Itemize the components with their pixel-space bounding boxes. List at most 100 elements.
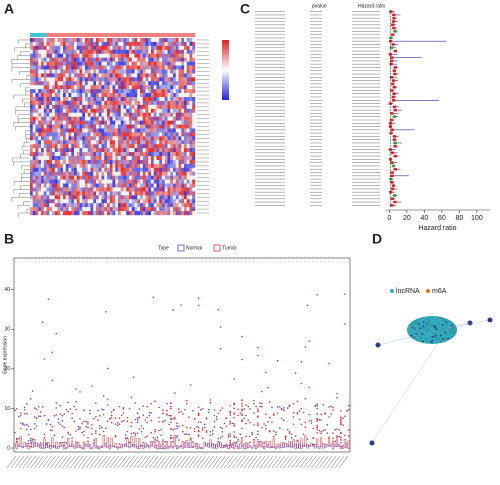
node [449, 321, 452, 324]
heatmap-cell [85, 65, 88, 70]
heatmap-cell [186, 124, 190, 129]
box [102, 435, 105, 447]
heatmap-cell [96, 136, 99, 141]
heatmap-cell [167, 175, 171, 180]
heatmap-cell [63, 124, 66, 129]
outlier [174, 416, 176, 419]
heatmap-cell [41, 211, 44, 216]
outlier [326, 423, 329, 426]
heatmap-cell [107, 45, 110, 50]
heatmap-cell [54, 175, 58, 180]
heatmap-cell [41, 38, 44, 43]
outlier [59, 442, 62, 444]
heatmap-cell [30, 148, 33, 153]
heatmap-cell [76, 41, 80, 47]
heatmap-cell [173, 116, 176, 121]
x-tick-label [291, 455, 301, 469]
star: · [268, 259, 270, 265]
heatmap-cell [46, 148, 50, 153]
heatmap-cell [41, 187, 44, 192]
outlier [61, 425, 64, 427]
node [427, 335, 430, 338]
heatmap-cell [129, 93, 132, 98]
heatmap-cell [74, 120, 77, 125]
heatmap-cell [159, 211, 163, 216]
outlier [47, 418, 50, 421]
heatmap-cell [181, 89, 185, 94]
heatmap-cell [167, 187, 171, 192]
box [227, 445, 230, 450]
heatmap-cell [30, 191, 33, 196]
heatmap-cell [85, 89, 88, 94]
type-bar [101, 33, 105, 37]
heatmap-cell [35, 156, 39, 161]
heatmap-cell [184, 159, 187, 165]
heatmap-cell [79, 69, 83, 74]
heatmap-cell [189, 120, 193, 125]
star: · [134, 259, 136, 265]
outlier [312, 427, 315, 430]
box [197, 444, 200, 449]
x-tick-label [263, 455, 274, 469]
box [61, 444, 64, 447]
box [124, 443, 127, 447]
heatmap-cell [35, 41, 39, 47]
box [345, 442, 349, 448]
outlier [300, 407, 303, 410]
box [176, 445, 179, 450]
heatmap-cell [79, 171, 83, 176]
heatmap-cell [96, 175, 99, 180]
heatmap-cell [167, 85, 171, 90]
outlier [172, 429, 174, 431]
heatmap-cell [162, 61, 165, 66]
heatmap-cell [57, 89, 61, 94]
heatmap-cell [41, 159, 44, 165]
heatmap-cell [82, 144, 86, 149]
heatmap-cell [52, 195, 55, 200]
outlier [148, 414, 151, 417]
heatmap-cell [30, 38, 33, 43]
star: · [177, 259, 179, 265]
heatmap-cell [30, 85, 33, 90]
heatmap-cell [96, 69, 99, 74]
heatmap-cell [71, 97, 75, 102]
node [418, 322, 421, 325]
node [422, 322, 425, 325]
dendrogram [12, 157, 30, 162]
outlier [30, 437, 32, 440]
box [334, 443, 337, 447]
heatmap-cell [184, 183, 187, 188]
heatmap-cell [57, 124, 61, 129]
box [256, 441, 259, 448]
outlier [221, 435, 224, 438]
heatmap-cell [90, 97, 94, 102]
heatmap-cell [184, 132, 187, 137]
heatmap-cell [43, 89, 47, 94]
heatmap-cell [60, 73, 64, 78]
heatmap-cell [140, 77, 143, 82]
outlier [257, 433, 259, 435]
outlier [79, 391, 81, 393]
node [427, 321, 430, 323]
column-header: pvalue [312, 3, 327, 9]
heatmap-cell [164, 148, 168, 153]
heatmap-cell [63, 81, 66, 86]
heatmap-cell [79, 148, 83, 153]
star: · [70, 259, 72, 265]
heatmap-cell [93, 140, 97, 145]
heatmap-cell [178, 183, 182, 188]
heatmap-cell [49, 207, 53, 212]
heatmap-cell [87, 73, 91, 78]
heatmap-cell [112, 124, 116, 129]
heatmap-cell [115, 136, 119, 141]
heatmap-cell [123, 100, 127, 106]
heatmap-cell [173, 61, 176, 66]
heatmap-cell [120, 57, 124, 62]
heatmap-cell [101, 97, 105, 102]
heatmap-cell [131, 45, 135, 50]
outlier [55, 402, 58, 404]
panel-label: A [4, 1, 14, 17]
heatmap-cell [57, 69, 61, 74]
heatmap-cell [46, 61, 50, 66]
heatmap-cell [175, 45, 179, 50]
